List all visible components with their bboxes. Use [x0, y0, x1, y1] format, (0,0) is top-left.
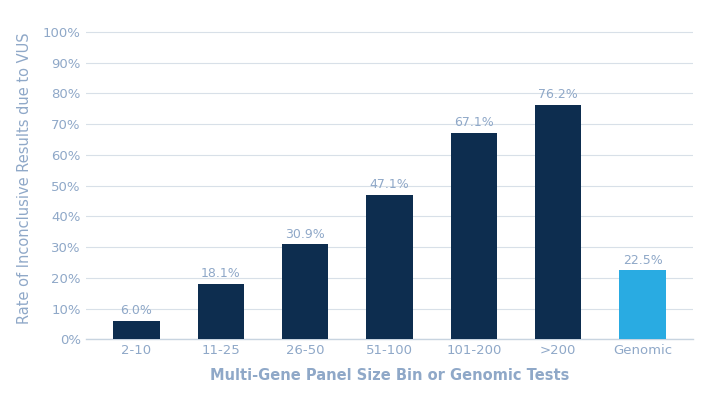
Text: 30.9%: 30.9%	[285, 228, 325, 241]
Text: 18.1%: 18.1%	[201, 267, 241, 280]
Bar	[366, 195, 413, 339]
Text: 76.2%: 76.2%	[538, 88, 578, 102]
Text: 22.5%: 22.5%	[623, 254, 662, 266]
Text: 47.1%: 47.1%	[369, 178, 409, 191]
Bar	[535, 105, 581, 339]
X-axis label: Multi-Gene Panel Size Bin or Genomic Tests: Multi-Gene Panel Size Bin or Genomic Tes…	[209, 368, 569, 383]
Bar	[619, 270, 666, 339]
Bar	[197, 284, 244, 339]
Text: 67.1%: 67.1%	[454, 116, 493, 130]
Bar	[451, 133, 497, 339]
Text: 6.0%: 6.0%	[121, 304, 152, 317]
Y-axis label: Rate of Inconclusive Results due to VUS: Rate of Inconclusive Results due to VUS	[16, 32, 32, 324]
Bar	[282, 244, 328, 339]
Bar	[113, 321, 160, 339]
